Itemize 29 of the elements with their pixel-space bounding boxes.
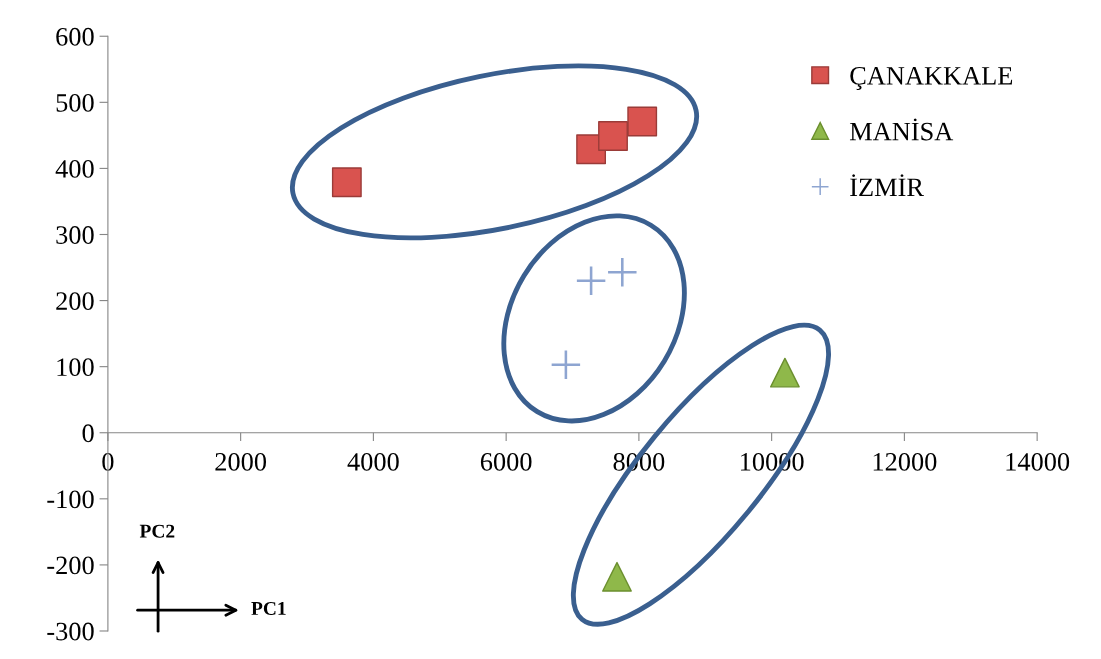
point <box>769 357 800 388</box>
y-tick-label: 0 <box>82 424 94 443</box>
y-tick-label: 600 <box>56 27 94 46</box>
point <box>598 121 628 151</box>
point <box>608 257 637 287</box>
point <box>627 106 658 137</box>
x-tick-label: 6000 <box>480 452 532 471</box>
x-tick-label: 4000 <box>347 452 399 471</box>
x-tick-label: 12000 <box>873 452 937 471</box>
annotation: PC2 <box>139 524 175 538</box>
y-tick-label: 200 <box>56 292 94 310</box>
legend-label: MANİSA <box>849 118 954 141</box>
y-tick-label: 500 <box>56 93 94 112</box>
legend-label: ÇANAKKALE <box>850 66 1013 91</box>
point <box>576 266 606 295</box>
x-tick-label: 14000 <box>1006 452 1070 471</box>
x-tick-label: 2000 <box>215 452 267 471</box>
point <box>331 167 362 198</box>
y-tick-label: 400 <box>55 160 94 178</box>
y-tick-label: -300 <box>47 622 94 641</box>
y-tick-label: 100 <box>57 358 94 377</box>
x-tick-label: 0 <box>102 452 114 471</box>
y-tick-label: -200 <box>47 556 94 575</box>
point <box>602 561 632 592</box>
annotation: PC1 <box>251 601 286 616</box>
y-tick-label: 300 <box>56 226 94 244</box>
y-tick-label: -100 <box>47 490 94 509</box>
legend-label: İZMİR <box>850 174 924 196</box>
point <box>551 350 581 379</box>
